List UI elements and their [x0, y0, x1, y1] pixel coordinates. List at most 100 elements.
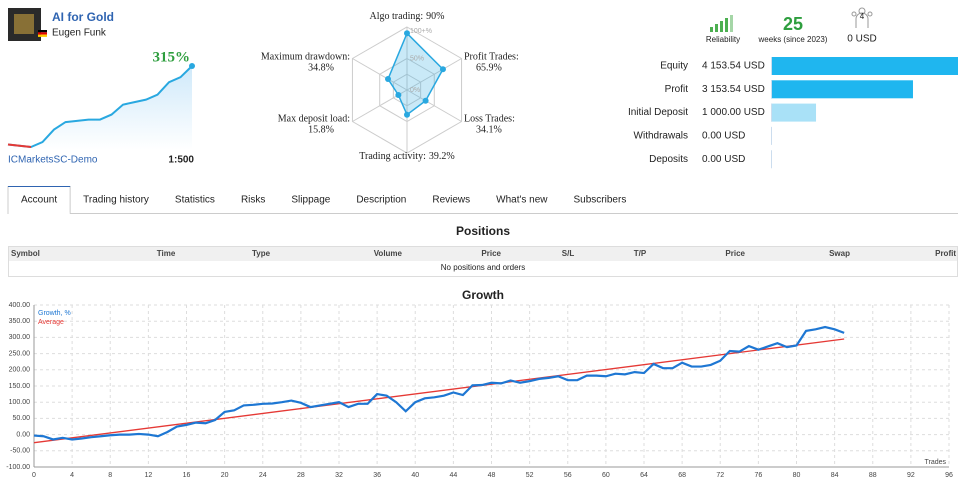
x-tick-label: 56 [564, 472, 572, 479]
weeks-value: 25 [783, 14, 803, 34]
tab[interactable]: Subscribers [574, 195, 627, 206]
x-tick-label: 16 [183, 472, 191, 479]
column-header: Time [157, 249, 176, 258]
x-tick-label: 84 [831, 472, 839, 479]
radar-label-value: 15.8% [308, 124, 334, 135]
subscription-price: 0 USD [847, 34, 876, 45]
x-tick-label: 4 [70, 472, 74, 479]
y-tick-label: 200.00 [9, 367, 31, 374]
x-axis-label: Trades [924, 459, 946, 466]
y-tick-label: 0.00 [16, 431, 30, 438]
column-header: Swap [829, 249, 850, 258]
tab-label[interactable]: Description [356, 195, 406, 206]
balance-bar [771, 103, 817, 122]
legend-entry: Growth, % [38, 310, 71, 317]
column-header: Profit [935, 249, 956, 258]
radar-label: Algo trading: 90% [370, 11, 445, 22]
radar-spoke [406, 89, 462, 122]
y-tick-label: 400.00 [9, 302, 31, 309]
radar-point [404, 111, 410, 118]
radar-ring-label: 100+% [410, 28, 432, 35]
tab[interactable]: Account [7, 186, 71, 215]
tab-label[interactable]: Slippage [291, 195, 330, 206]
tab[interactable]: Reviews [432, 195, 470, 206]
x-tick-label: 80 [793, 472, 801, 479]
tab-label[interactable]: Statistics [175, 195, 215, 206]
tab[interactable]: Slippage [291, 195, 330, 206]
tab-label[interactable]: Trading history [83, 195, 149, 206]
sparkline-end [189, 63, 195, 69]
radar-label-name: Algo trading: [370, 11, 424, 22]
balance-value: 1 000.00 USD [702, 107, 765, 118]
radar-label-value: 34.1% [476, 124, 502, 135]
x-tick-label: 60 [602, 472, 610, 479]
balance-value: 3 153.54 USD [702, 84, 765, 95]
balance-label: Equity [660, 61, 688, 72]
sparkline-area [8, 66, 192, 150]
balance-label: Withdrawals [634, 131, 688, 142]
radar-ring-label: 50% [410, 55, 424, 62]
sparkline-start [7, 143, 32, 148]
x-tick-label: 36 [373, 472, 381, 479]
tab[interactable]: Statistics [175, 195, 215, 206]
radar-point [439, 66, 446, 73]
growth-value: 315% [153, 49, 191, 65]
author: Eugen Funk [52, 28, 107, 39]
balance-value: 0.00 USD [702, 154, 745, 165]
tab-label[interactable]: Risks [241, 195, 265, 206]
x-tick-label: 92 [907, 472, 915, 479]
column-header: Price [481, 249, 501, 258]
tab-label[interactable]: Account [21, 195, 57, 206]
tab[interactable]: Trading history [83, 195, 149, 206]
x-tick-label: 72 [716, 472, 724, 479]
x-tick-label: 76 [754, 472, 762, 479]
radar-point [422, 97, 429, 104]
leverage: 1:500 [168, 155, 194, 166]
reliability-icon [710, 15, 733, 32]
series-line [33, 338, 845, 444]
balance-bar [771, 57, 958, 75]
table-header [9, 247, 957, 261]
tab[interactable]: What's new [496, 195, 548, 206]
x-tick-label: 32 [335, 472, 343, 479]
x-tick-label: 28 [297, 472, 305, 479]
table-empty: No positions and orders [441, 263, 526, 272]
radar-spoke [352, 58, 408, 91]
y-tick-label: 250.00 [9, 350, 31, 357]
tab[interactable]: Risks [241, 195, 265, 206]
legend-entry: Average [38, 319, 64, 326]
balance-value: 4 153.54 USD [702, 61, 765, 72]
flag [38, 32, 47, 35]
y-tick-label: 350.00 [9, 318, 31, 325]
balance-label: Deposits [649, 154, 688, 165]
tab-active-mask [8, 212, 70, 215]
radar-label-value: 39.2% [429, 151, 455, 162]
x-tick-label: 20 [221, 472, 229, 479]
subscribers-icon [851, 7, 873, 28]
radar-label-name: Trading activity: [359, 151, 426, 162]
radar-point [395, 91, 402, 98]
radar-point [385, 76, 392, 83]
y-tick-label: 300.00 [9, 334, 31, 341]
positions-title: Positions [456, 224, 510, 238]
tab-label[interactable]: Subscribers [574, 195, 627, 206]
radar-label-name: Maximum drawdown: [261, 51, 350, 62]
column-header: Volume [374, 249, 403, 258]
radar-label-value: 90% [426, 11, 444, 22]
column-header: S/L [562, 249, 575, 258]
x-tick-label: 24 [259, 472, 267, 479]
radar-label-name: Max deposit load: [278, 113, 350, 124]
y-tick-label: -50.00 [10, 448, 30, 455]
tab-label[interactable]: Reviews [432, 195, 470, 206]
tab[interactable]: Description [356, 195, 406, 206]
x-tick-label: 68 [678, 472, 686, 479]
x-tick-label: 0 [32, 472, 36, 479]
broker: ICMarketsSC-Demo [8, 155, 98, 166]
x-tick-label: 48 [488, 472, 496, 479]
radar-label-value: 34.8% [308, 62, 334, 73]
y-tick-label: 100.00 [9, 399, 31, 406]
radar-point [404, 30, 410, 37]
strategy-title: AI for Gold [52, 10, 114, 24]
tab-label[interactable]: What's new [496, 195, 548, 206]
balance-value: 0.00 USD [702, 131, 745, 142]
